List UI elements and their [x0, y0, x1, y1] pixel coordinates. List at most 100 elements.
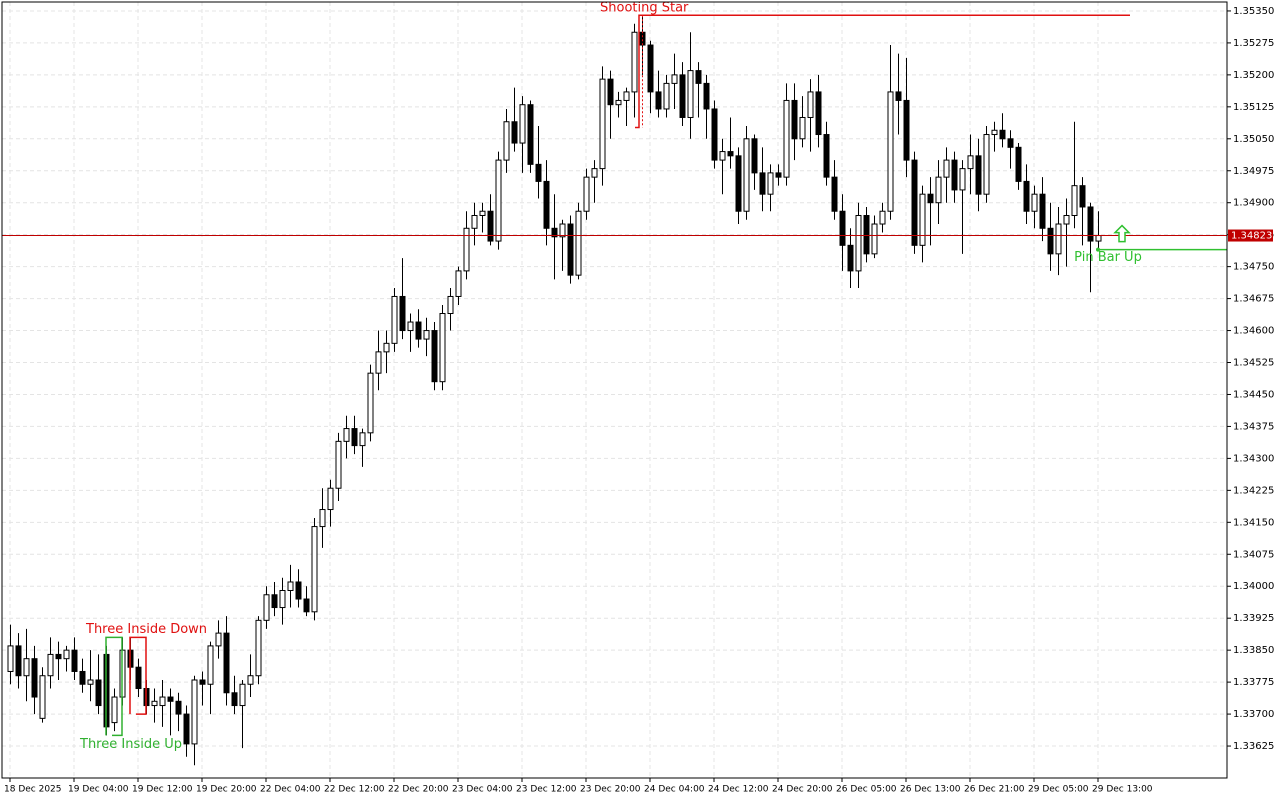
candle-body — [895, 91, 902, 101]
candle-body — [207, 645, 214, 685]
candle-body — [967, 155, 974, 170]
candle-body — [231, 692, 238, 707]
candle-body — [255, 619, 262, 677]
candle-body — [695, 70, 702, 84]
x-tick-label: 22 Dec 12:00 — [324, 785, 385, 795]
candle-body — [975, 155, 982, 195]
x-tick-label: 24 Dec 04:00 — [644, 785, 705, 795]
pattern-arrow — [1113, 224, 1131, 243]
candle-body — [575, 210, 582, 276]
candle-body — [823, 134, 830, 178]
candle-body — [311, 526, 318, 613]
current-price-box — [1228, 229, 1273, 242]
annotation-label: Shooting Star — [600, 1, 689, 16]
candle-body — [471, 214, 478, 229]
plot-frame — [1, 1, 1228, 779]
x-tick-label: 19 Dec 04:00 — [68, 785, 129, 795]
candle-body — [391, 295, 398, 344]
candle-body — [343, 428, 350, 442]
y-tick-label: 1.35200 — [1233, 70, 1274, 81]
candle-body — [1095, 235, 1102, 242]
candle-body — [447, 295, 454, 315]
candle-body — [63, 649, 70, 660]
candle-body — [1015, 146, 1022, 182]
y-tick-label: 1.34300 — [1233, 453, 1274, 464]
y-tick-label: 1.34450 — [1233, 389, 1274, 400]
candle-body — [215, 632, 222, 647]
candle-body — [911, 159, 918, 246]
candle-body — [183, 713, 190, 745]
current-price-label: 1.34823 — [1231, 231, 1272, 242]
x-tick-label: 26 Dec 21:00 — [964, 785, 1025, 795]
candle-body — [175, 700, 182, 715]
x-tick-label: 29 Dec 05:00 — [1028, 785, 1089, 795]
candle-body — [95, 679, 102, 707]
candle-body — [303, 598, 310, 613]
candle-body — [279, 589, 286, 609]
candle-body — [943, 159, 950, 178]
candle-body — [903, 99, 910, 161]
candle-body — [511, 121, 518, 144]
candle-body — [607, 78, 614, 106]
candle-body — [47, 653, 54, 677]
candle-body — [735, 155, 742, 212]
candle-body — [463, 227, 470, 272]
candle-body — [999, 129, 1006, 140]
x-tick-label: 18 Dec 2025 — [4, 785, 62, 795]
x-tick-label: 23 Dec 04:00 — [452, 785, 513, 795]
candle-body — [767, 172, 774, 195]
candle-body — [495, 159, 502, 242]
y-tick-label: 1.34900 — [1233, 198, 1274, 209]
x-tick-label: 19 Dec 20:00 — [196, 785, 257, 795]
candle-body — [847, 244, 854, 272]
candle-body — [639, 31, 646, 46]
candle-body — [1031, 193, 1038, 212]
y-tick-label: 1.34075 — [1233, 549, 1274, 560]
candle-body — [1007, 138, 1014, 148]
candle-body — [799, 116, 806, 140]
candle-body — [359, 432, 366, 447]
y-tick-label: 1.34000 — [1233, 581, 1274, 592]
x-tick-label: 26 Dec 05:00 — [836, 785, 897, 795]
candle-body — [15, 645, 22, 677]
candle-body — [655, 91, 662, 110]
candle-body — [1055, 223, 1062, 255]
candle-body — [919, 193, 926, 246]
candle-body — [519, 104, 526, 144]
x-tick-label: 19 Dec 12:00 — [132, 785, 193, 795]
candle-body — [367, 372, 374, 434]
candle-body — [151, 700, 158, 707]
candle-body — [351, 428, 358, 447]
candle-body — [791, 99, 798, 140]
candle-body — [583, 176, 590, 212]
candle-body — [23, 658, 30, 677]
x-tick-label: 23 Dec 20:00 — [580, 785, 641, 795]
pattern-bracket — [129, 636, 147, 715]
plot-background — [2, 2, 1227, 778]
candle-body — [991, 129, 998, 136]
candle-body — [31, 658, 38, 698]
candle-body — [807, 91, 814, 118]
y-tick-label: 1.33850 — [1233, 645, 1274, 656]
candle-body — [935, 176, 942, 204]
candle-body — [1039, 193, 1046, 229]
candle-body — [647, 44, 654, 93]
candle-body — [383, 342, 390, 353]
candle-body — [775, 172, 782, 178]
y-tick-label: 1.33625 — [1233, 741, 1274, 752]
candle-body — [751, 138, 758, 174]
candle-body — [247, 675, 254, 685]
candle-body — [191, 679, 198, 745]
candle-body — [543, 180, 550, 229]
y-tick-label: 1.35050 — [1233, 134, 1274, 145]
candle-body — [1047, 227, 1054, 255]
candle-body — [479, 210, 486, 216]
x-tick-label: 22 Dec 20:00 — [388, 785, 449, 795]
candle-body — [431, 330, 438, 383]
candle-body — [671, 74, 678, 84]
candle-body — [527, 104, 534, 165]
x-tick-label: 22 Dec 04:00 — [260, 785, 321, 795]
y-tick-label: 1.34750 — [1233, 262, 1274, 273]
